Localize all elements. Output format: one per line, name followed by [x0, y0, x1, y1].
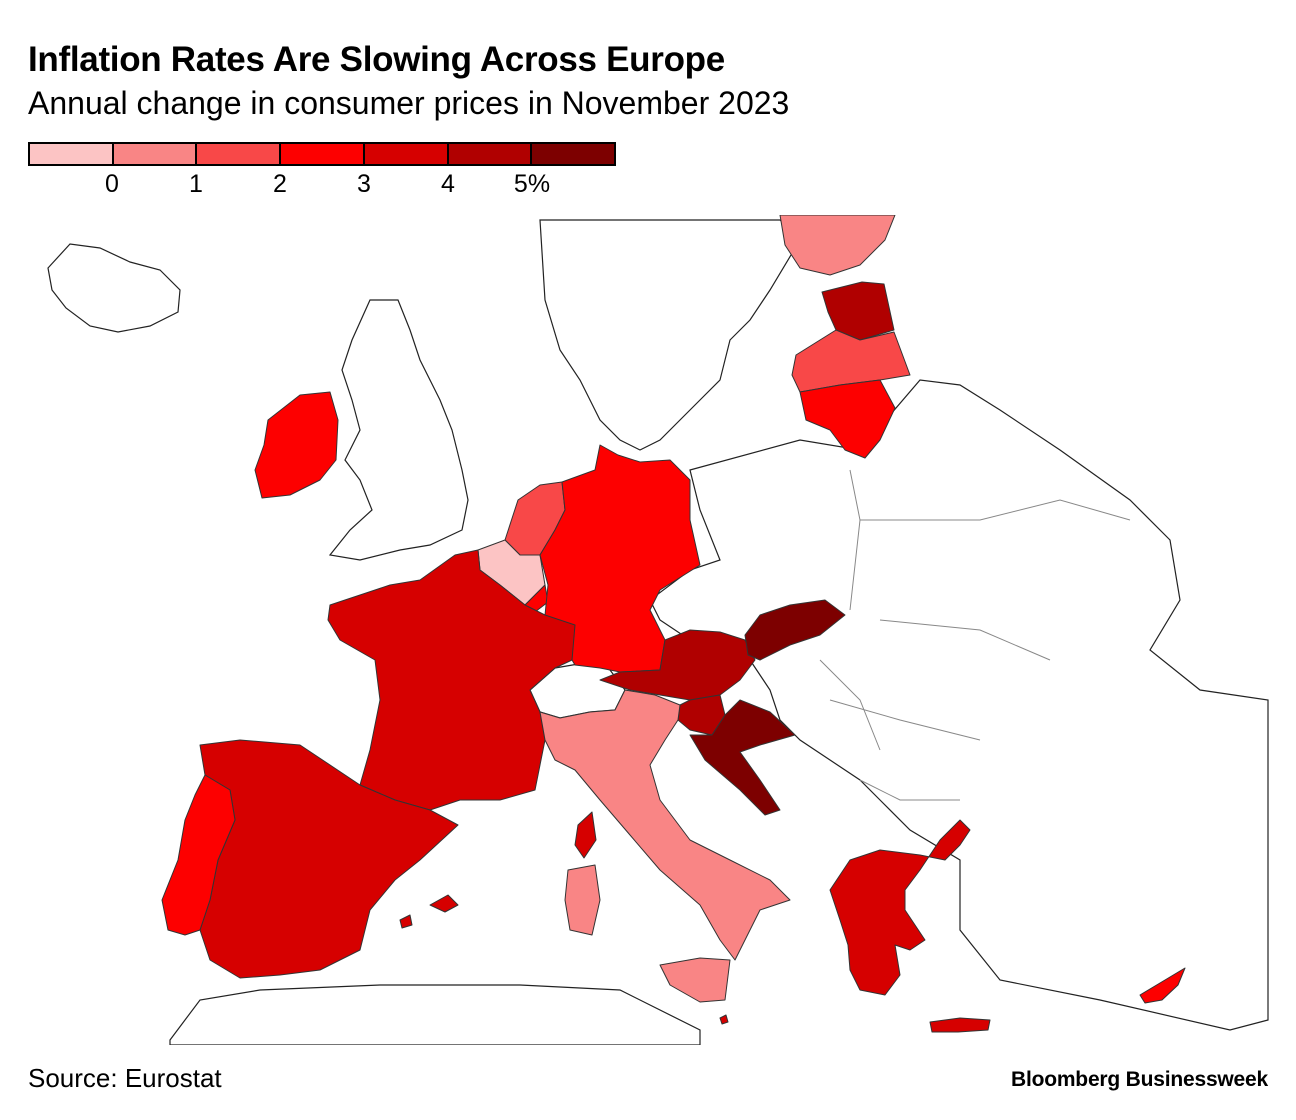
region-italy [539, 689, 791, 961]
legend-tick: 3 [357, 170, 371, 198]
chart-subtitle: Annual change in consumer prices in Nove… [28, 85, 790, 121]
source-note: Source: Eurostat [28, 1063, 222, 1093]
legend-tick: 4 [441, 170, 455, 198]
internal-border [819, 469, 1131, 801]
brand-logo: Bloomberg Businessweek [1010, 1068, 1268, 1091]
chart-title: Inflation Rates Are Slowing Across Europ… [28, 40, 725, 79]
region-crete [929, 1017, 991, 1033]
eastern-europe [649, 379, 1269, 1031]
legend-tick: 5% [513, 170, 551, 198]
region-estonia [821, 281, 895, 341]
legend-swatch [113, 144, 198, 164]
legend-swatch [30, 144, 114, 164]
legend-swatch [197, 144, 282, 164]
region-slovakia [744, 599, 846, 661]
legend-swatch [532, 144, 615, 164]
great-britain [328, 299, 469, 561]
europe-map [47, 215, 1269, 1045]
scandinavia [539, 219, 801, 451]
region-finland [779, 215, 896, 276]
legend-swatch [448, 144, 533, 164]
region-ireland [254, 391, 339, 499]
region-portugal [161, 774, 236, 936]
legend-swatch [281, 144, 365, 164]
region-croatia [689, 699, 796, 816]
legend-tick: 2 [273, 170, 287, 198]
region-greece [829, 819, 971, 996]
color-legend: 0 1 2 3 4 5% [28, 142, 616, 202]
legend-swatch [364, 144, 449, 164]
region-sicily [659, 957, 731, 1003]
north-africa [169, 984, 701, 1045]
iceland [47, 243, 181, 333]
region-lithuania [799, 379, 896, 459]
region-malta [719, 1014, 729, 1025]
region-corsica [574, 811, 597, 859]
region-cyprus [1139, 967, 1186, 1004]
region-balearic-islands [399, 894, 459, 929]
region-sardinia [564, 864, 601, 936]
legend-bar [28, 142, 616, 166]
legend-tick: 0 [105, 170, 119, 198]
legend-tick: 1 [189, 170, 203, 198]
region-latvia [791, 329, 911, 393]
